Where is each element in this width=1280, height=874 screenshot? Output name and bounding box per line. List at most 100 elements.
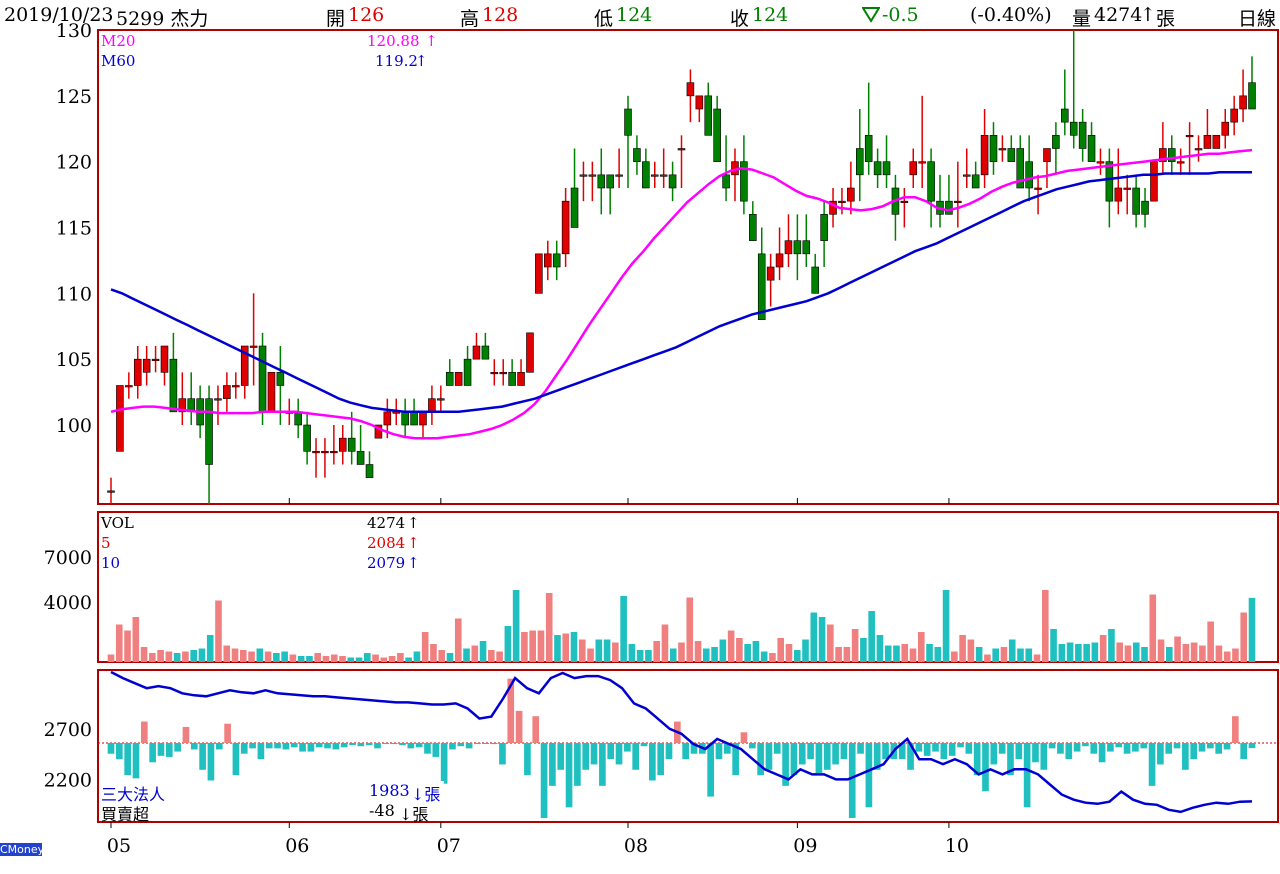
inst-bar [499, 743, 506, 765]
volume-bar [603, 639, 611, 662]
inst-bar [1132, 743, 1139, 752]
inst-bar [1215, 743, 1223, 754]
inst-y-tick: 2700 [44, 719, 92, 741]
volume-bar [173, 653, 181, 662]
candle-body [1007, 148, 1016, 162]
price-legend: M20 120.88 ↑ M60 119.2 ↑ [99, 32, 438, 72]
inst-bar [282, 743, 290, 750]
candle [481, 332, 490, 360]
inst-bar [565, 743, 573, 808]
candle-body [419, 411, 427, 426]
inst-bar [1223, 743, 1231, 750]
candle-body [321, 451, 329, 454]
volume-bar [1116, 642, 1124, 662]
price-y-tick: 115 [56, 218, 92, 240]
inst-bar [432, 743, 440, 757]
candle [1114, 148, 1123, 215]
volume-bar [397, 653, 404, 662]
date-label: 2019/10/23 [4, 4, 114, 26]
high-value: 128 [482, 4, 519, 26]
volume-bar [388, 656, 396, 662]
inst-bar [307, 743, 315, 752]
candle [1203, 109, 1212, 149]
candle [347, 411, 356, 465]
inst-bar [982, 743, 989, 792]
candle-body [624, 108, 632, 136]
inst-bar [507, 678, 515, 743]
candle [240, 345, 249, 399]
volume-bar [413, 651, 421, 662]
candle [356, 425, 365, 465]
candle-body [1114, 187, 1123, 202]
inst-bar [690, 743, 698, 754]
candle-body [1185, 135, 1194, 138]
inst-bar [524, 743, 531, 776]
inst-bar [740, 732, 748, 743]
candle [125, 372, 133, 399]
candle [1185, 122, 1194, 175]
candle-body [1016, 148, 1025, 189]
candle-body [1230, 108, 1238, 123]
candle-body [1043, 148, 1051, 162]
candle-body [1159, 148, 1167, 162]
volume-bar [727, 630, 735, 662]
volume-bar [851, 629, 859, 662]
candle-body [249, 345, 258, 348]
inst-bar [790, 743, 798, 776]
candle-body [1176, 161, 1185, 164]
candle-body [276, 372, 285, 386]
volume-bar [686, 597, 694, 662]
volume-bar [959, 635, 966, 662]
inst-bar [973, 743, 981, 776]
inst-bar [549, 743, 556, 786]
volume-bar [1124, 645, 1132, 662]
inst-bar [299, 743, 306, 752]
volume-bar [339, 656, 346, 662]
inst-bar [340, 743, 348, 748]
inst-bar [599, 743, 606, 786]
candle [1141, 188, 1149, 228]
volume-bar [107, 654, 115, 662]
inst-bar [1157, 743, 1164, 765]
candle [463, 346, 472, 386]
volume-bar [190, 650, 197, 662]
volume-bar [438, 650, 446, 662]
inst-bar [1190, 743, 1198, 760]
inst-bar [965, 743, 973, 754]
volume-value: 4274 [1094, 4, 1143, 26]
volume-bar [1166, 647, 1173, 662]
candle [169, 332, 178, 413]
low-label: 低 [594, 8, 614, 30]
volume-bar [322, 656, 330, 662]
inst-bar [315, 743, 323, 748]
inst-bar [898, 743, 906, 760]
candle-body [1052, 135, 1060, 149]
volume-bar [198, 648, 206, 662]
candle-body [909, 161, 918, 176]
candle-body [312, 451, 320, 454]
volume-bar [149, 653, 156, 662]
candle-body [989, 135, 998, 162]
candle-body [749, 214, 757, 241]
candle [749, 201, 757, 241]
inst-bar [615, 743, 623, 765]
volume-bar [1223, 651, 1231, 662]
candle [116, 385, 124, 452]
candle-body [116, 385, 124, 452]
candle-body [205, 398, 213, 465]
volume-bar [157, 650, 164, 662]
candle [1194, 135, 1203, 162]
period-label[interactable]: 日線 [1238, 8, 1277, 30]
volume-bar [132, 617, 140, 662]
inst-bar [782, 743, 789, 786]
candle-body [214, 398, 222, 401]
volume-bar [1083, 644, 1090, 662]
volume-bar [306, 656, 313, 662]
inst-bar [115, 743, 123, 760]
volume-bar [777, 638, 785, 662]
candle-body [383, 411, 392, 426]
inst-bar [990, 743, 998, 765]
inst-bar [1007, 743, 1014, 776]
inst-bar [190, 743, 198, 750]
